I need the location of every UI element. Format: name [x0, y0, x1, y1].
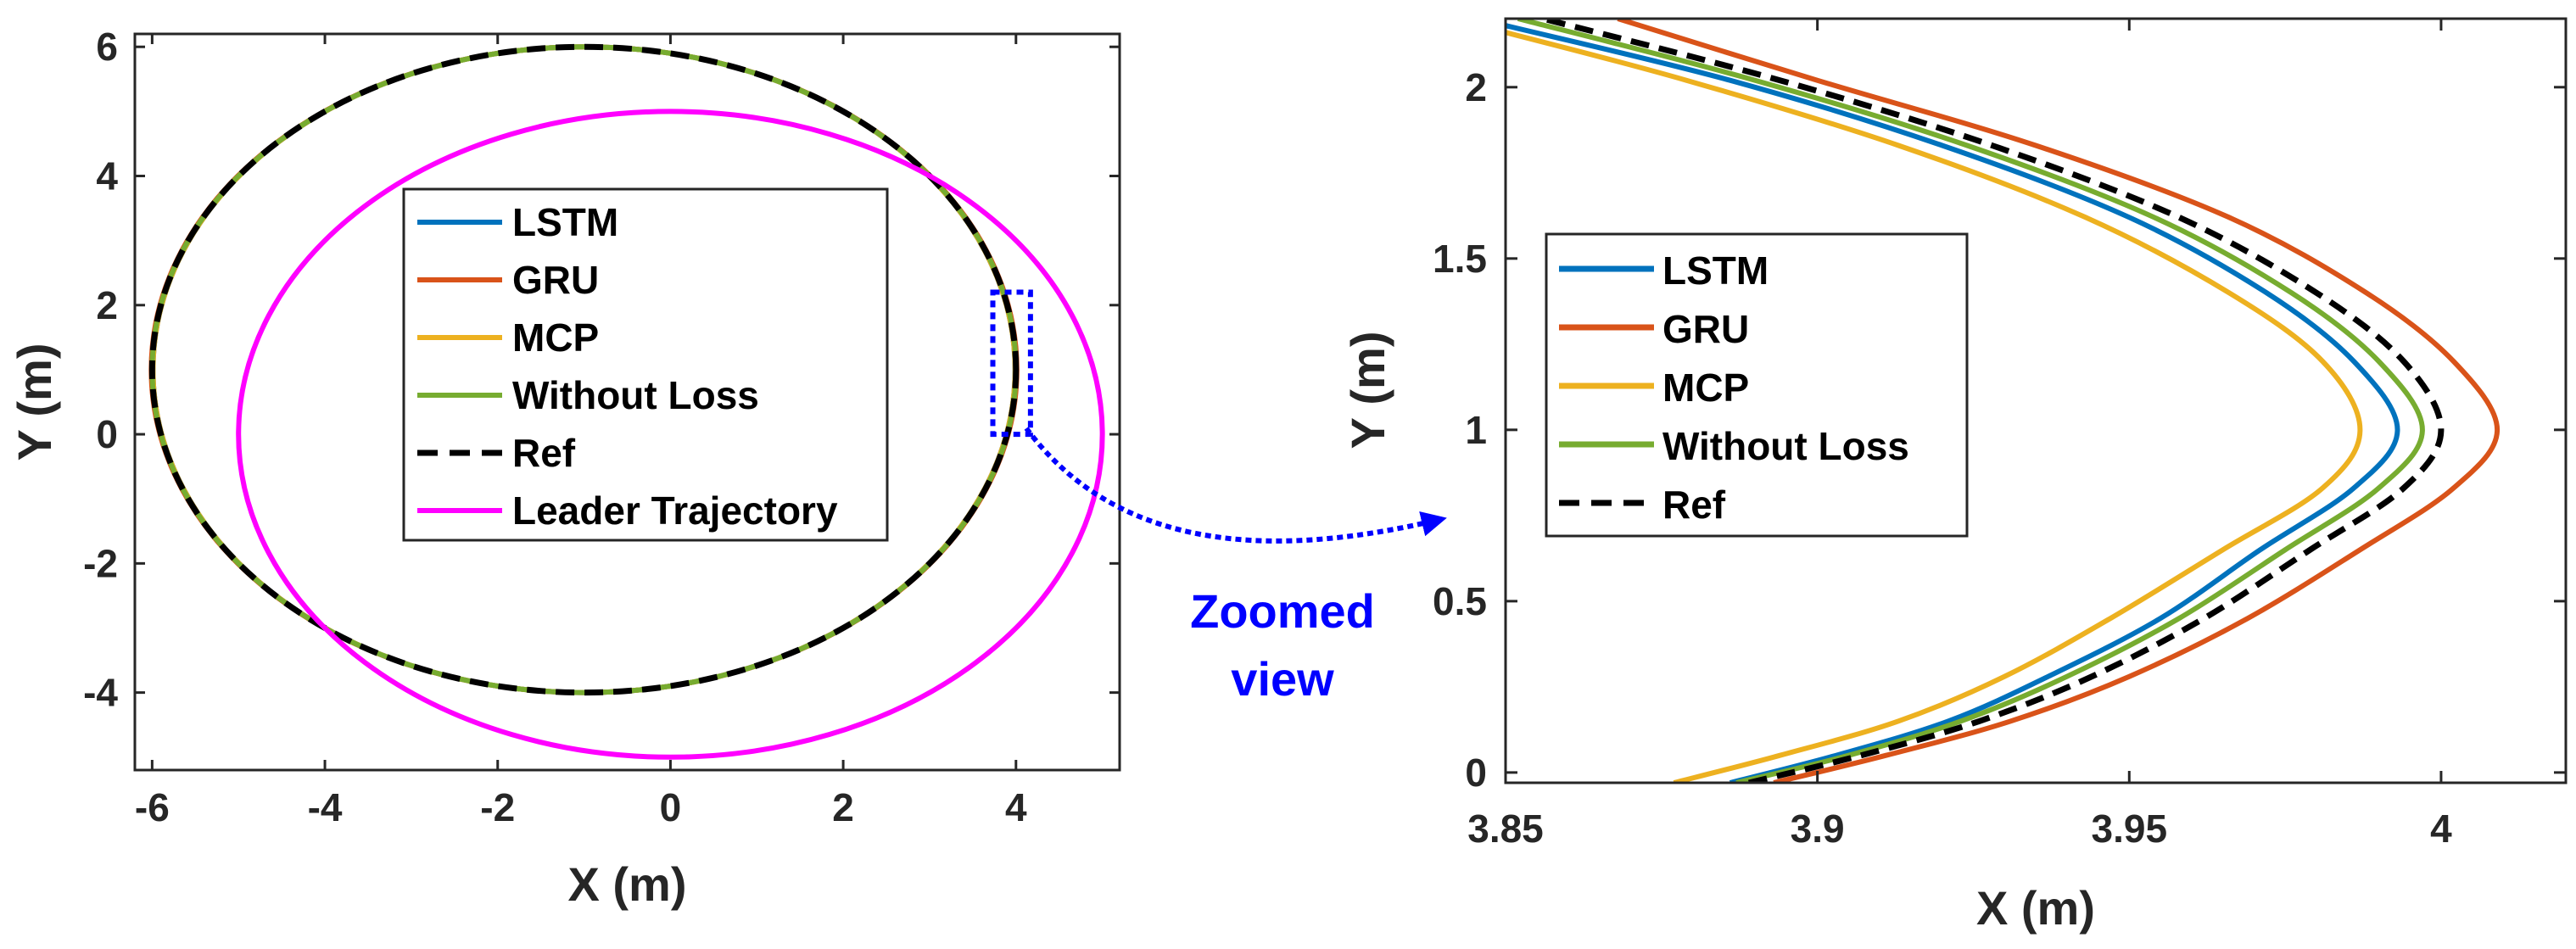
zoomed-x-tick-label: 3.85	[1467, 807, 1544, 851]
overview-zoom-box	[990, 289, 1033, 438]
legend-label-without-loss: Without Loss	[512, 373, 759, 417]
overview-series-ref	[148, 43, 1020, 696]
overview-y-tick-label: -4	[83, 671, 118, 715]
zoomed-panel: 3.85 3.9 3.95 4 0 0.5 1 1.5 2 X (m) Y (m) LSTM G…	[1341, 17, 2568, 935]
legend-label-gru: GRU	[512, 258, 599, 302]
overview-x-tick-label: -4	[308, 785, 343, 829]
overview-x-axis-label: X (m)	[568, 857, 687, 911]
overview-x-tick-label: 2	[832, 785, 854, 829]
legend-label-without-loss: Without Loss	[1662, 424, 1909, 468]
overview-legend: LSTM GRU MCP Without Loss Ref Leader Tra…	[402, 187, 889, 542]
zoomed-y-tick-label: 1.5	[1433, 237, 1487, 281]
zoomed-data-layer	[1506, 19, 2501, 783]
zoomed-x-tick-label: 3.95	[2092, 807, 2168, 851]
overview-y-tick-label: 2	[96, 283, 118, 327]
zoomed-ticks: 3.85 3.9 3.95 4 0 0.5 1 1.5 2	[1433, 19, 2566, 851]
zoomed-series-without_loss	[1517, 19, 2425, 783]
zoomed-x-axis-label: X (m)	[1976, 881, 2095, 935]
overview-ticks: -6 -4 -2 0 2 4 -4 -2 0 2 4 6	[83, 25, 1120, 829]
overview-plot-frame	[133, 32, 1121, 772]
zoomed-y-tick-label: 2	[1465, 65, 1487, 109]
zoomed-y-axis-label: Y (m)	[1341, 332, 1394, 449]
legend-label-lstm: LSTM	[512, 200, 618, 244]
legend-label-mcp: MCP	[1662, 366, 1749, 410]
overview-x-tick-label: 4	[1005, 785, 1027, 829]
legend-label-gru: GRU	[1662, 307, 1749, 351]
overview-legend-box	[402, 187, 889, 542]
legend-label-ref: Ref	[1662, 483, 1726, 527]
zoomed-series-lstm	[1506, 23, 2400, 783]
overview-series-leader	[236, 109, 1105, 760]
zoomed-y-tick-label: 1	[1465, 408, 1487, 452]
zoomed-x-tick-label: 3.9	[1791, 807, 1845, 851]
zoomed-legend: LSTM GRU MCP Without Loss Ref	[1545, 232, 1969, 538]
legend-label-lstm: LSTM	[1662, 248, 1769, 293]
zoomed-y-tick-label: 0.5	[1433, 579, 1487, 623]
overview-x-tick-label: -6	[135, 785, 170, 829]
zoom-annotation: Zoomed view	[1024, 427, 1447, 706]
zoomed-series-ref	[1542, 19, 2445, 783]
zoomed-plot-frame	[1504, 17, 2568, 784]
overview-y-axis-label: Y (m)	[8, 343, 61, 461]
legend-label-ref: Ref	[512, 431, 576, 475]
legend-label-leader: Leader Trajectory	[512, 488, 838, 533]
overview-y-tick-label: -2	[83, 541, 118, 585]
overview-data-layer	[148, 43, 1105, 760]
zoom-arrow	[1024, 427, 1447, 544]
annotation-line-1: Zoomed	[1190, 584, 1375, 638]
zoomed-series-mcp	[1506, 30, 2363, 783]
legend-label-mcp: MCP	[512, 315, 599, 360]
zoomed-y-tick-label: 0	[1465, 751, 1487, 795]
overview-x-tick-label: 0	[660, 785, 682, 829]
overview-panel: -6 -4 -2 0 2 4 -4 -2 0 2 4 6 X (m) Y (m) LSTM GRU M…	[8, 25, 1121, 911]
zoomed-series-gru	[1617, 19, 2501, 783]
overview-x-tick-label: -2	[480, 785, 515, 829]
annotation-line-2: view	[1231, 652, 1334, 706]
overview-y-tick-label: 4	[96, 154, 118, 198]
overview-y-tick-label: 0	[96, 412, 118, 456]
overview-y-tick-label: 6	[96, 25, 118, 69]
zoomed-x-tick-label: 4	[2430, 807, 2452, 851]
